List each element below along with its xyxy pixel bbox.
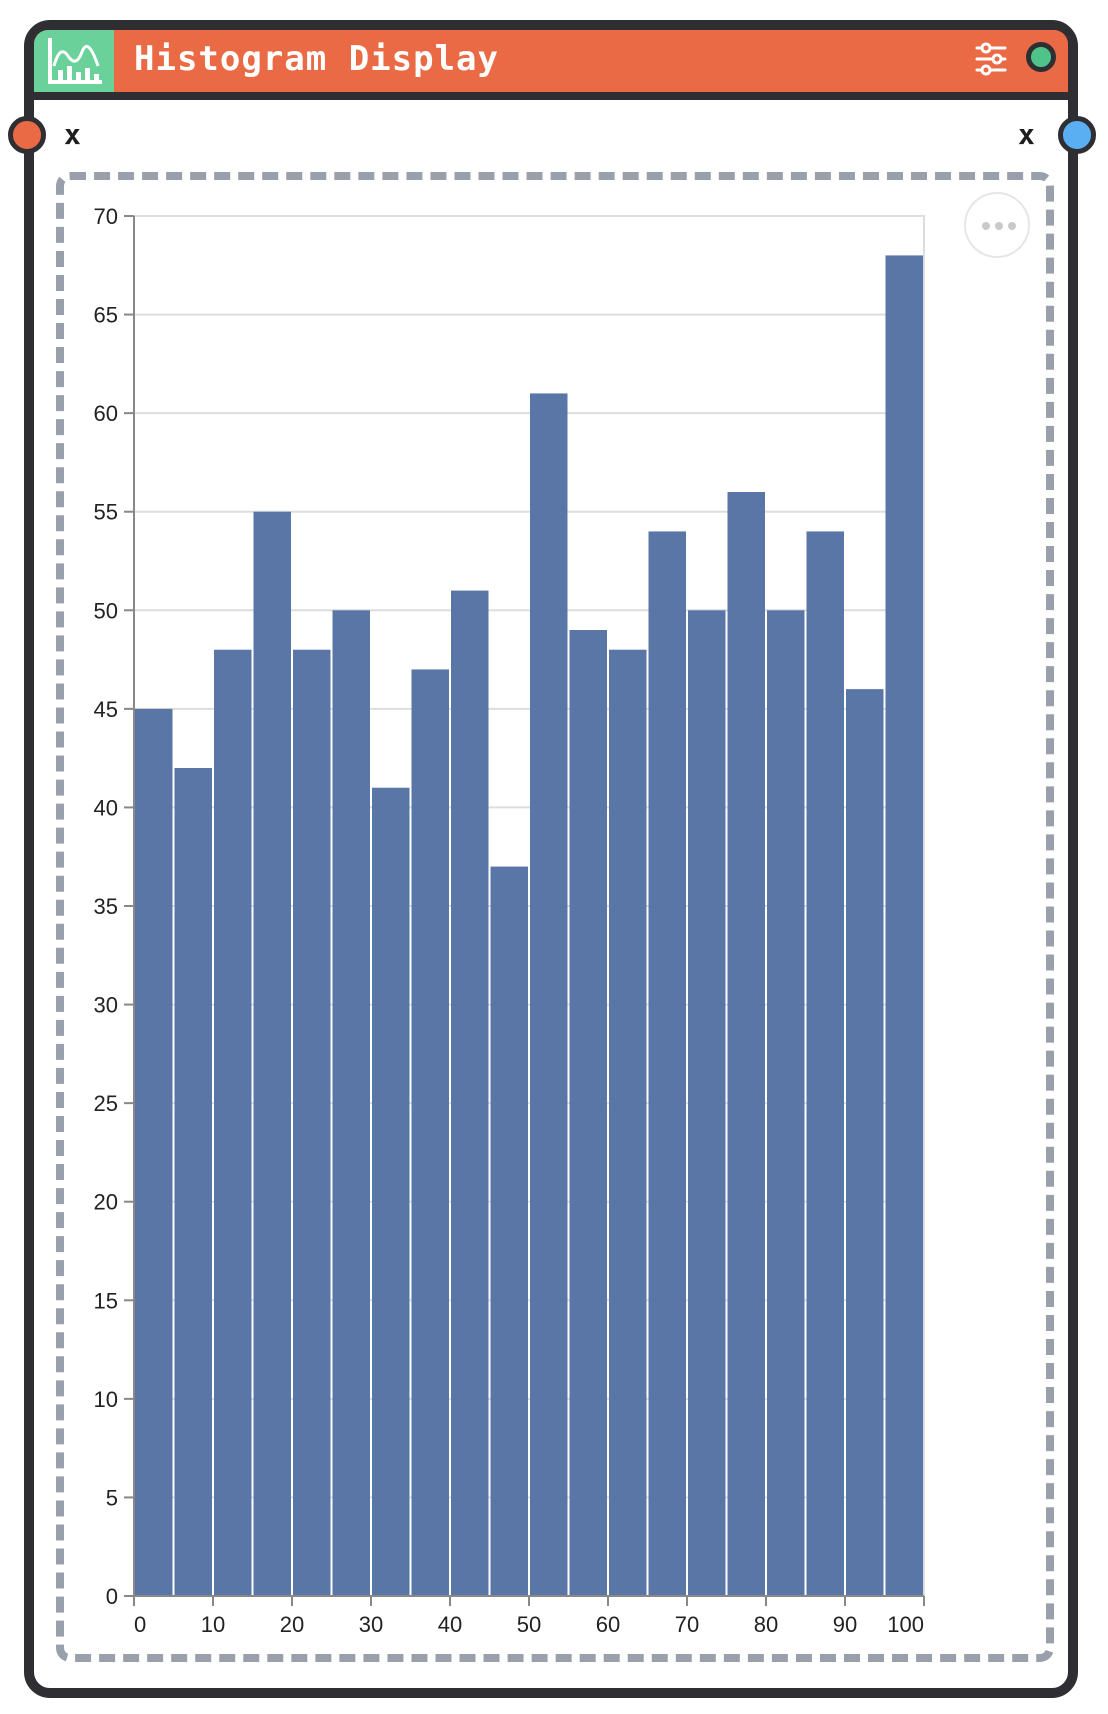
histogram-bar [135,708,173,1596]
histogram-bar [569,630,607,1596]
histogram-chart-icon [48,38,102,84]
histogram-bar [372,787,410,1596]
x-tick-label: 50 [517,1612,541,1637]
histogram-bar [293,649,331,1596]
histogram-bar [214,649,252,1596]
histogram-bar [609,649,647,1596]
histogram-bar [451,590,489,1596]
histogram-bar [174,768,212,1596]
y-tick-label: 10 [94,1387,118,1412]
node-status-indicator [1026,42,1056,72]
output-port-label: x [1018,118,1035,151]
chart-actions-button[interactable] [964,192,1030,258]
more-horizontal-icon [982,222,990,230]
x-tick-label: 0 [134,1612,146,1637]
histogram-bar [530,393,568,1596]
histogram-bar [727,492,765,1596]
x-tick-label: 30 [359,1612,383,1637]
histogram-bar [411,669,449,1596]
x-tick-label: 40 [438,1612,462,1637]
histogram-bar [806,531,844,1596]
node-title: Histogram Display [134,39,499,79]
y-tick-label: 70 [94,204,118,229]
x-tick-label: 70 [675,1612,699,1637]
histogram-bar [688,610,726,1596]
output-port[interactable] [1058,116,1096,154]
histogram-bar [332,610,370,1596]
y-tick-label: 40 [94,795,118,820]
y-tick-label: 35 [94,894,118,919]
input-port-label: x [64,118,81,151]
chart-container [56,172,1054,1662]
x-tick-label: 80 [754,1612,778,1637]
input-port[interactable] [8,116,46,154]
node-icon-box [34,30,114,92]
histogram-bar [253,511,291,1596]
histogram-bar [648,531,686,1596]
y-tick-label: 30 [94,993,118,1018]
sliders-icon[interactable] [974,42,1008,76]
y-tick-label: 50 [94,598,118,623]
y-tick-label: 20 [94,1190,118,1215]
y-tick-label: 25 [94,1091,118,1116]
y-tick-label: 45 [94,697,118,722]
y-tick-label: 60 [94,401,118,426]
y-tick-label: 0 [106,1584,118,1609]
x-tick-label: 90 [833,1612,857,1637]
y-tick-label: 15 [94,1288,118,1313]
node-header[interactable]: Histogram Display [34,30,1068,100]
histogram-bar [846,689,884,1596]
y-tick-label: 65 [94,303,118,328]
y-tick-label: 5 [106,1485,118,1510]
histogram-bar [490,866,528,1596]
x-tick-label: 60 [596,1612,620,1637]
y-tick-label: 55 [94,500,118,525]
x-tick-label: 100 [887,1612,924,1637]
histogram-bar [767,610,805,1596]
histogram-bar [885,255,923,1596]
x-tick-label: 20 [280,1612,304,1637]
x-tick-label: 10 [201,1612,225,1637]
